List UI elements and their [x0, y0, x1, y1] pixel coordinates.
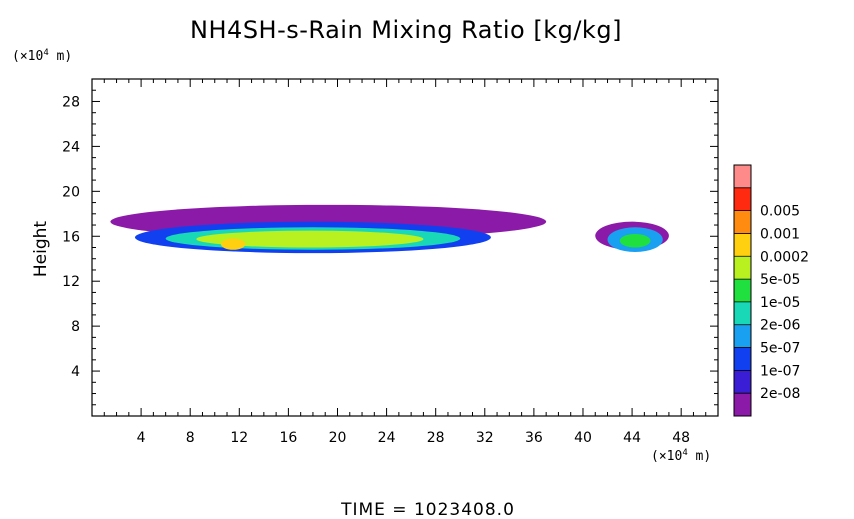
- colorbar-swatch: [734, 210, 751, 234]
- y-tick-label: 16: [62, 229, 80, 245]
- colorbar: 2e-08 1e-07 5e-07 2e-06 1e-05 5e-05 0.0002 0.00…: [733, 164, 809, 417]
- x-tick-label: 24: [378, 430, 396, 446]
- x-tick-label: 36: [525, 430, 543, 446]
- data-region-4: [196, 230, 424, 248]
- colorbar-swatch: [734, 393, 751, 416]
- colorbar-label: 0.001: [760, 226, 800, 242]
- y-tick-label: 20: [62, 184, 80, 200]
- x-tick-label: 16: [279, 430, 297, 446]
- x-tick-label: 32: [476, 430, 494, 446]
- x-unit-label: (×104 m): [651, 448, 711, 464]
- colorbar-label: 2e-08: [760, 386, 800, 402]
- x-tick-label: 28: [427, 430, 445, 446]
- colorbar-label: 0.0002: [760, 249, 809, 265]
- plot-frame: [91, 78, 719, 417]
- colorbar-swatch: [734, 233, 751, 257]
- plot-area: [110, 204, 669, 254]
- data-region-5: [220, 238, 246, 250]
- colorbar-swatch: [734, 279, 751, 302]
- colorbar-label: 5e-05: [760, 272, 800, 288]
- colorbar-swatch: [734, 256, 751, 280]
- x-tick-label: 12: [230, 430, 248, 446]
- x-tick-label: 40: [574, 430, 592, 446]
- colorbar-label: 0.005: [760, 204, 800, 220]
- colorbar-label: 2e-06: [760, 318, 800, 334]
- time-label: TIME = 1023408.0: [340, 500, 515, 519]
- colorbar-swatch: [734, 187, 751, 211]
- y-tick-label: 12: [62, 274, 80, 290]
- colorbar-swatch: [734, 347, 751, 371]
- colorbar-label: 1e-05: [760, 295, 800, 311]
- colorbar-label: 5e-07: [760, 341, 800, 357]
- chart-title: NH4SH-s-Rain Mixing Ratio [kg/kg]: [190, 16, 622, 44]
- y-tick-label: 24: [62, 139, 80, 155]
- x-tick-label: 44: [623, 430, 641, 446]
- y-unit-label: (×104 m): [12, 48, 72, 64]
- y-tick-label: 4: [71, 364, 80, 380]
- data-region-7: [619, 234, 651, 248]
- colorbar-swatch: [734, 301, 751, 325]
- colorbar-swatch: [734, 324, 751, 348]
- colorbar-swatch: [734, 165, 751, 188]
- colorbar-label: 1e-07: [760, 363, 800, 379]
- y-axis-label: Height: [31, 221, 51, 278]
- y-tick-label: 8: [71, 319, 80, 335]
- colorbar-swatch: [734, 370, 751, 394]
- x-tick-label: 20: [329, 430, 347, 446]
- colorbar-frame: [733, 164, 752, 417]
- x-tick-label: 4: [137, 430, 146, 446]
- x-tick-label: 8: [186, 430, 195, 446]
- y-tick-label: 28: [62, 94, 80, 110]
- x-tick-label: 48: [672, 430, 690, 446]
